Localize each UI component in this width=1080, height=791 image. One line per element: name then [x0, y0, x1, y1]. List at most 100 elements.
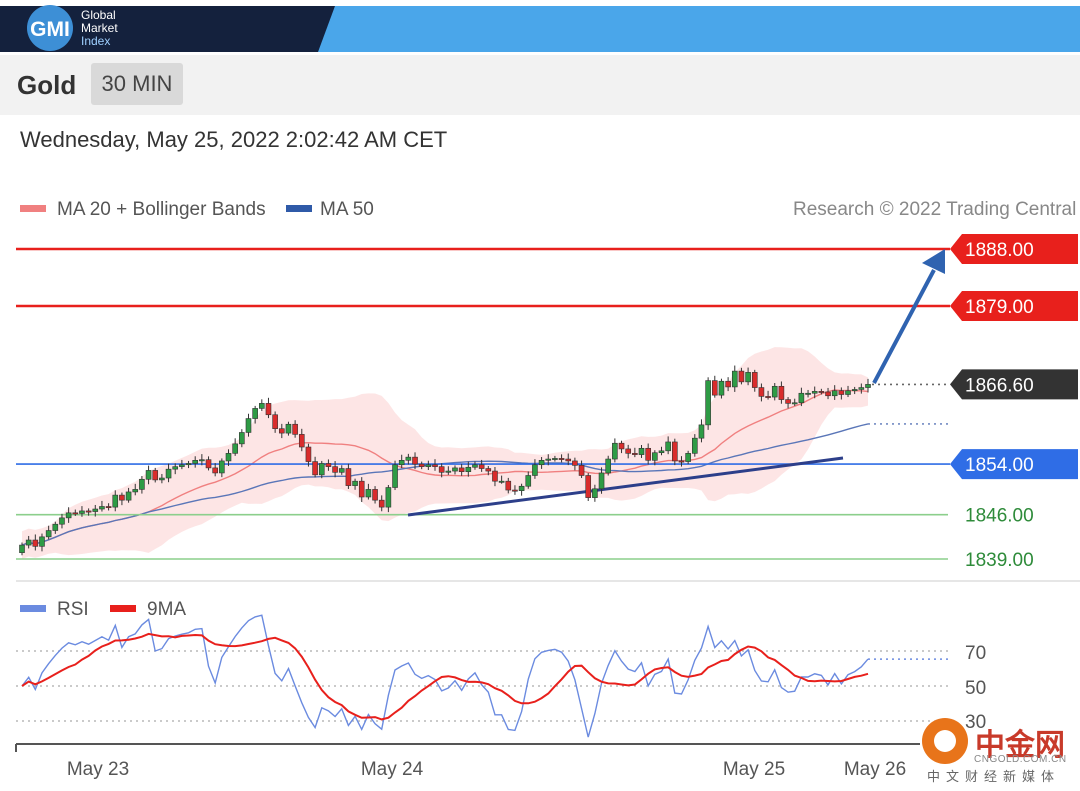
- candle-body: [292, 423, 298, 435]
- candle-body: [452, 467, 458, 472]
- candle-body: [79, 510, 85, 514]
- candle-body: [192, 460, 198, 464]
- candle-body: [345, 468, 352, 486]
- brand-line-2: Market: [81, 21, 118, 35]
- candle-body: [99, 506, 105, 510]
- watermark-subtitle: 中文财经新媒体: [927, 770, 1061, 785]
- level-label: 1839.00: [965, 550, 1034, 571]
- candle-body: [465, 466, 472, 472]
- candle-body: [632, 453, 638, 455]
- candle-body: [432, 464, 438, 467]
- candle-body: [552, 458, 558, 460]
- rsi-y-tick-label: 70: [965, 643, 986, 664]
- candle-body: [565, 458, 572, 462]
- candle-body: [545, 458, 552, 461]
- candle-body: [678, 460, 685, 463]
- candle-body: [239, 432, 245, 445]
- candle-body: [39, 536, 45, 547]
- candle-body: [718, 380, 725, 396]
- candle-body: [685, 453, 691, 462]
- candle-body: [791, 402, 798, 405]
- candle-body: [125, 491, 132, 501]
- candle-body: [265, 403, 272, 416]
- ma20-legend-swatch: [20, 205, 46, 212]
- candle-body: [765, 396, 771, 398]
- candle-body: [865, 384, 871, 388]
- candle-body: [638, 447, 645, 455]
- candle-body: [798, 392, 805, 404]
- candle-body: [518, 485, 525, 491]
- candle-body: [105, 506, 112, 508]
- candle-body: [445, 470, 452, 473]
- candle-body: [625, 448, 631, 454]
- candle-body: [851, 389, 858, 392]
- candle-body: [358, 480, 365, 498]
- candle-body: [305, 446, 312, 462]
- candle-body: [199, 459, 205, 462]
- candle-body: [805, 392, 811, 395]
- candle-body: [478, 464, 485, 469]
- candle-body: [19, 544, 25, 553]
- candle-body: [418, 463, 425, 467]
- candle-body: [412, 456, 418, 465]
- candle-body: [572, 460, 578, 466]
- candle-body: [32, 539, 39, 547]
- candle-body: [525, 475, 532, 487]
- candle-body: [811, 391, 818, 394]
- candle-body: [312, 461, 318, 476]
- level-label: 1854.00: [965, 455, 1034, 476]
- candle-body: [711, 380, 718, 396]
- candle-body: [52, 523, 59, 531]
- candle-body: [592, 488, 598, 498]
- candle-body: [578, 465, 585, 476]
- ma20-legend-label: MA 20 + Bollinger Bands: [57, 199, 266, 220]
- rsi-line: [21, 614, 869, 738]
- asset-title: Gold: [17, 70, 77, 100]
- ma20-line: [21, 389, 869, 546]
- candle-body: [72, 512, 79, 515]
- candle-body: [139, 478, 145, 490]
- x-tick-label: May 24: [361, 759, 424, 780]
- candle-body: [212, 467, 218, 474]
- candle-body: [458, 467, 465, 472]
- candle-body: [532, 464, 538, 476]
- candle-body: [618, 442, 625, 450]
- candle-body: [692, 437, 698, 454]
- support-trendline: [407, 456, 844, 517]
- candle-body: [818, 391, 825, 393]
- banner-navy-block: [0, 6, 335, 52]
- candle-body: [132, 489, 139, 493]
- candle-body: [45, 530, 52, 538]
- rsi-legend-swatch: [20, 605, 46, 612]
- candle-body: [425, 464, 432, 467]
- candle-body: [505, 480, 512, 491]
- x-tick-label: May 23: [67, 759, 129, 780]
- candle-body: [365, 489, 372, 498]
- candle-body: [245, 418, 252, 433]
- candle-body: [332, 466, 338, 473]
- datetime-label: Wednesday, May 25, 2022 2:02:42 AM CET: [20, 127, 448, 152]
- candle-body: [179, 464, 185, 467]
- level-tag: [950, 449, 1078, 480]
- rsi-ma9-line: [21, 632, 869, 721]
- research-credit: Research © 2022 Trading Central: [793, 199, 1077, 220]
- x-tick-label: May 25: [723, 759, 785, 780]
- candle-body: [325, 463, 332, 467]
- candle-body: [112, 494, 119, 508]
- candle-body: [352, 480, 358, 486]
- ma9-legend-swatch: [110, 605, 136, 612]
- candle-body: [785, 399, 791, 404]
- candle-body: [831, 390, 838, 397]
- timeframe-button[interactable]: 30 MIN: [91, 63, 183, 105]
- candle-body: [858, 387, 865, 390]
- candle-body: [438, 466, 445, 473]
- candle-body: [298, 434, 305, 448]
- candle-body: [585, 475, 592, 498]
- ma50-legend-swatch: [286, 205, 312, 212]
- candle-body: [598, 472, 605, 490]
- gmi-logo-icon: [27, 5, 73, 51]
- level-label: 1888.00: [965, 240, 1034, 261]
- rsi-y-tick-label: 30: [965, 712, 986, 733]
- candle-body: [59, 517, 65, 525]
- candle-body: [285, 423, 292, 434]
